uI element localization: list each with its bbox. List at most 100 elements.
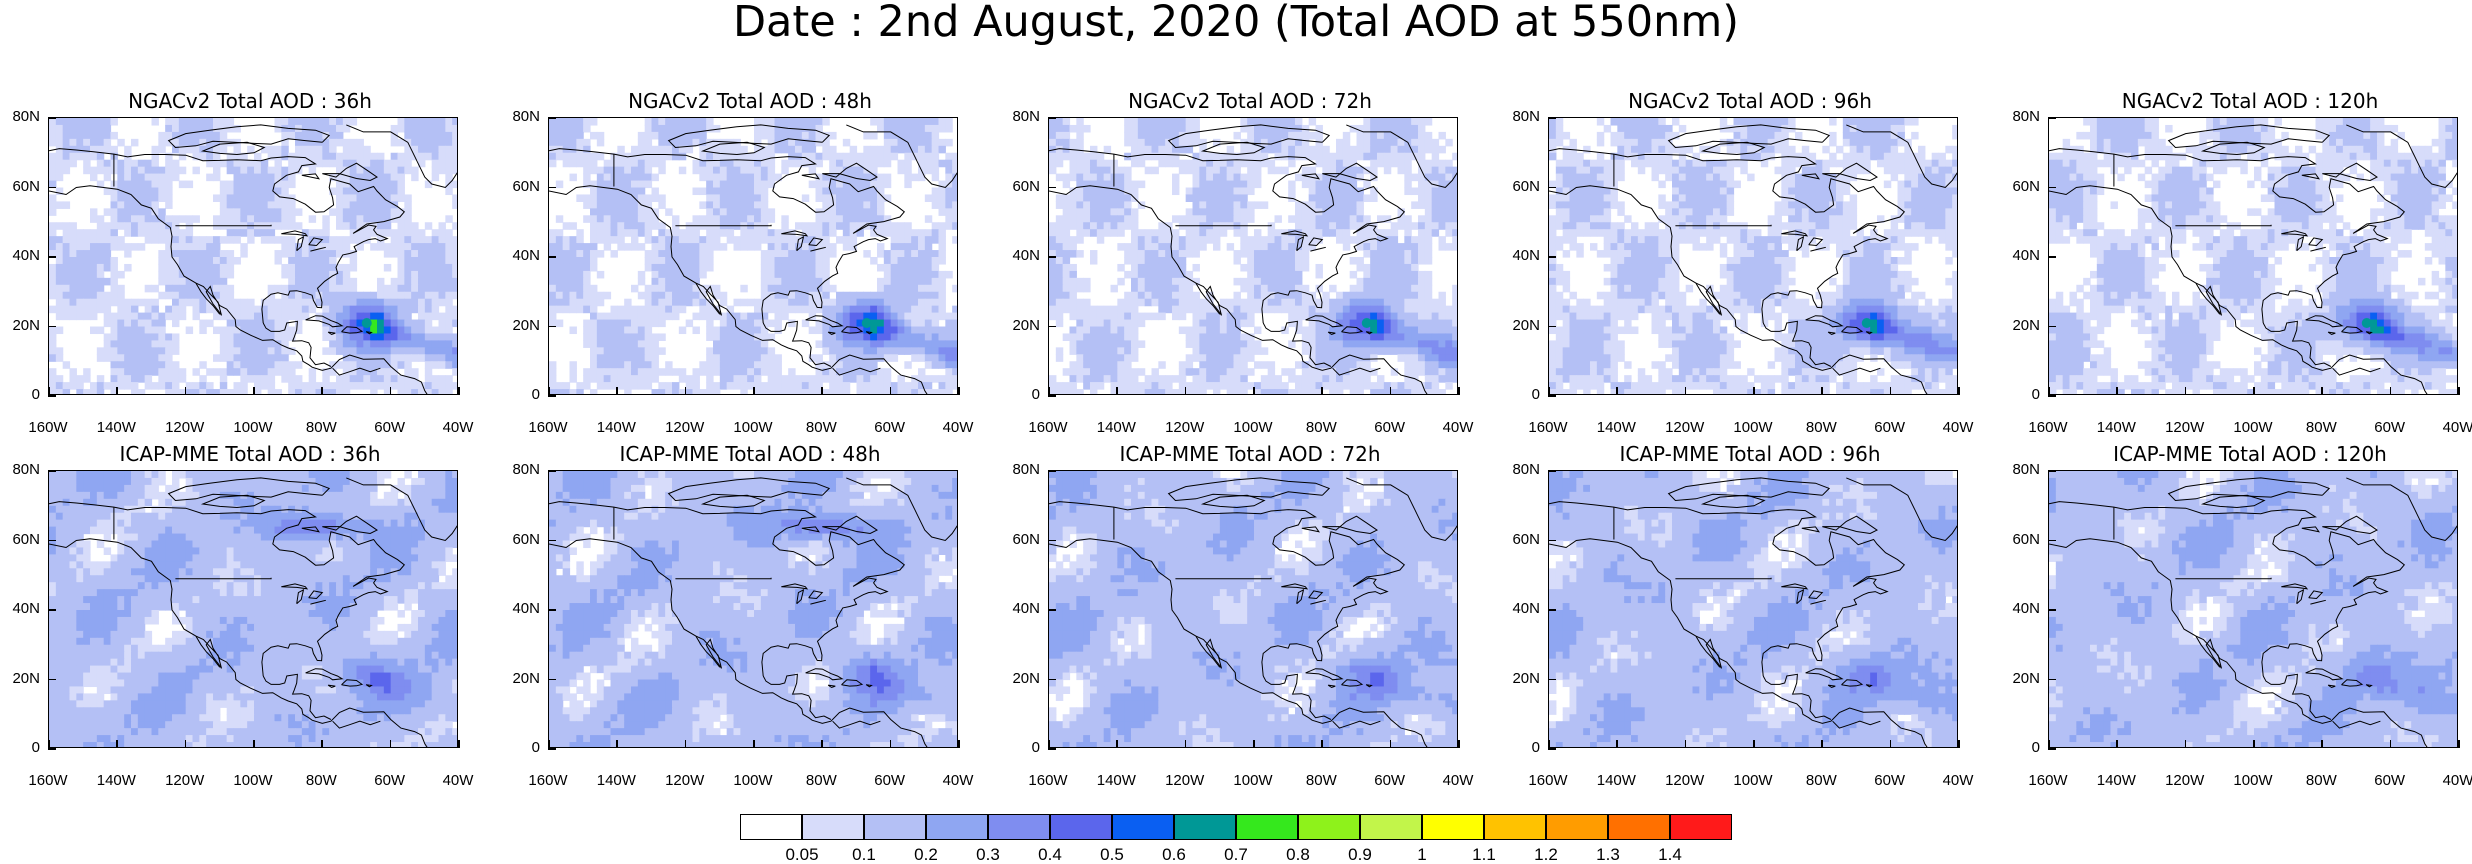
lat-tick-mark — [2048, 679, 2056, 681]
lat-tick-label: 20N — [480, 671, 540, 687]
lon-tick-mark — [1685, 740, 1687, 748]
lon-tick-mark — [1048, 740, 1050, 748]
lon-tick-mark — [1890, 740, 1892, 748]
lon-tick-mark — [958, 740, 960, 748]
colorbar-label: 0.6 — [1149, 846, 1199, 864]
lat-tick-mark — [1548, 187, 1556, 189]
lon-tick-mark — [1821, 740, 1823, 748]
lat-tick-mark — [1048, 748, 1056, 750]
map-plot-area — [2048, 470, 2458, 748]
colorbar-label: 1.2 — [1521, 846, 1571, 864]
lat-tick-label: 0 — [980, 740, 1040, 756]
lat-tick-mark — [1048, 470, 1056, 472]
lat-tick-label: 40N — [980, 248, 1040, 264]
colorbar-label: 0.3 — [963, 846, 1013, 864]
lat-tick-label: 20N — [1480, 318, 1540, 334]
lon-tick-label: 40W — [2428, 773, 2472, 789]
lon-tick-mark — [458, 740, 460, 748]
lat-tick-mark — [48, 540, 56, 542]
lat-tick-mark — [1048, 117, 1056, 119]
plume-peak — [1862, 318, 1872, 328]
lon-tick-mark — [616, 740, 618, 748]
lon-tick-label: 120W — [1155, 773, 1215, 789]
lon-tick-label: 100W — [1223, 773, 1283, 789]
lat-tick-mark — [1048, 679, 1056, 681]
lat-tick-label: 40N — [480, 601, 540, 617]
lon-tick-label: 80W — [291, 773, 351, 789]
lat-tick-mark — [1048, 326, 1056, 328]
lon-tick-mark — [1321, 740, 1323, 748]
colorbar-swatch — [1236, 814, 1298, 840]
colorbar-swatch — [1298, 814, 1360, 840]
lat-tick-label: 0 — [1480, 740, 1540, 756]
lat-tick-mark — [2048, 326, 2056, 328]
lat-tick-label: 60N — [0, 532, 40, 548]
panel-title: ICAP-MME Total AOD : 120h — [2040, 443, 2460, 465]
lat-tick-label: 80N — [480, 462, 540, 478]
lat-tick-label: 0 — [1980, 740, 2040, 756]
lat-tick-mark — [1548, 117, 1556, 119]
colorbar-swatch — [740, 814, 802, 840]
lat-tick-label: 20N — [1480, 671, 1540, 687]
lat-tick-mark — [48, 609, 56, 611]
lon-tick-mark — [890, 740, 892, 748]
lon-tick-label: 80W — [1291, 773, 1351, 789]
lon-tick-mark — [2185, 740, 2187, 748]
colorbar-swatch — [926, 814, 988, 840]
lat-tick-label: 40N — [1480, 248, 1540, 264]
panel-title: NGACv2 Total AOD : 120h — [2040, 90, 2460, 112]
lon-tick-label: 140W — [1586, 773, 1646, 789]
lat-tick-label: 60N — [0, 179, 40, 195]
lon-tick-mark — [548, 740, 550, 748]
lon-tick-label: 160W — [18, 773, 78, 789]
aod-map — [1549, 471, 1958, 748]
lon-tick-label: 100W — [1723, 773, 1783, 789]
lon-tick-mark — [2048, 740, 2050, 748]
lon-tick-mark — [1116, 740, 1118, 748]
lon-tick-mark — [1458, 740, 1460, 748]
lat-tick-label: 20N — [980, 318, 1040, 334]
lon-tick-label: 80W — [1791, 773, 1851, 789]
lon-tick-label: 60W — [860, 773, 920, 789]
lat-tick-label: 60N — [980, 532, 1040, 548]
map-plot-area — [548, 470, 958, 748]
lat-tick-label: 40N — [1980, 248, 2040, 264]
lon-tick-mark — [821, 740, 823, 748]
lat-tick-mark — [2048, 609, 2056, 611]
lat-tick-mark — [1548, 326, 1556, 328]
lat-tick-label: 40N — [0, 601, 40, 617]
lat-tick-label: 60N — [480, 532, 540, 548]
panel-title: ICAP-MME Total AOD : 36h — [40, 443, 460, 465]
lon-tick-label: 140W — [1086, 773, 1146, 789]
lat-tick-mark — [48, 470, 56, 472]
lat-tick-label: 80N — [1980, 462, 2040, 478]
lon-tick-mark — [2321, 740, 2323, 748]
lat-tick-label: 0 — [480, 740, 540, 756]
lon-tick-label: 160W — [1518, 773, 1578, 789]
lat-tick-label: 80N — [0, 109, 40, 125]
plume-peak — [362, 318, 372, 328]
lat-tick-mark — [48, 117, 56, 119]
lat-tick-mark — [2048, 540, 2056, 542]
lat-tick-mark — [548, 679, 556, 681]
colorbar-swatch — [1546, 814, 1608, 840]
lon-tick-label: 120W — [155, 773, 215, 789]
lon-tick-label: 120W — [2155, 773, 2215, 789]
lon-tick-label: 160W — [1018, 773, 1078, 789]
lon-tick-label: 40W — [1928, 773, 1988, 789]
lat-tick-label: 40N — [480, 248, 540, 264]
lat-tick-mark — [1048, 256, 1056, 258]
aod-map — [2049, 471, 2458, 748]
lon-tick-label: 60W — [1860, 773, 1920, 789]
lon-tick-mark — [2253, 740, 2255, 748]
colorbar-swatch — [1484, 814, 1546, 840]
lon-tick-label: 80W — [791, 773, 851, 789]
aod-map — [1049, 471, 1458, 748]
colorbar-swatch — [988, 814, 1050, 840]
colorbar-label: 1.4 — [1645, 846, 1695, 864]
lat-tick-mark — [548, 609, 556, 611]
lon-tick-label: 40W — [1428, 773, 1488, 789]
